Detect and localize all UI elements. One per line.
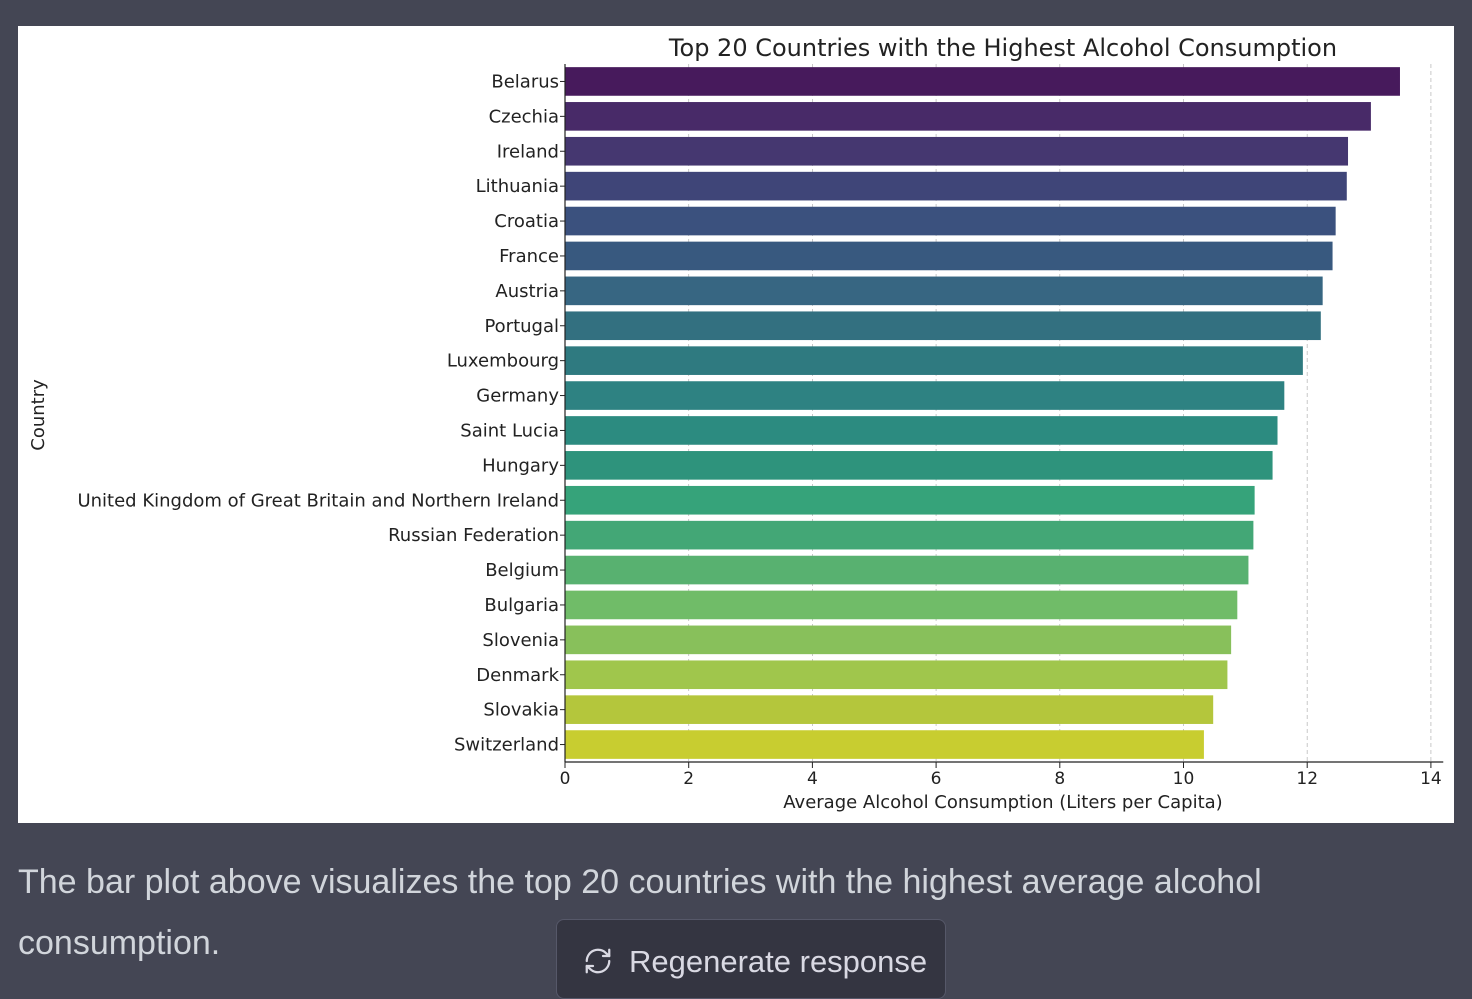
bar-luxembourg (565, 346, 1303, 375)
bar-chart: Top 20 Countries with the Highest Alcoho… (28, 34, 1444, 813)
bar-france (565, 241, 1333, 271)
y-tick-label: Denmark (476, 665, 559, 686)
bar-slovakia (565, 695, 1214, 724)
bar-belgium (565, 555, 1249, 585)
y-tick-label: Hungary (482, 455, 559, 476)
y-tick-label: Slovakia (483, 700, 559, 721)
x-tick-label: 10 (1173, 769, 1195, 789)
x-tick-label: 8 (1054, 769, 1065, 789)
bar-russian-federation (565, 520, 1254, 550)
y-tick-label: Belgium (485, 560, 559, 581)
y-tick-label: Austria (495, 281, 559, 302)
bar-austria (565, 276, 1323, 306)
x-tick-label: 4 (807, 769, 818, 789)
bar-belarus (565, 67, 1400, 96)
y-tick-labels: Belarus Czechia Ireland Lithuania Croatia Fra… (77, 71, 559, 755)
chart-card: Top 20 Countries with the Highest Alcoho… (18, 26, 1454, 823)
bar-ireland (565, 136, 1349, 166)
bar-switzerland (565, 730, 1204, 759)
y-tick-label: Germany (476, 386, 559, 407)
chart-title: Top 20 Countries with the Highest Alcoho… (668, 34, 1337, 62)
bars (565, 67, 1400, 759)
x-tick-label: 6 (931, 769, 942, 789)
bar-united-kingdom-of-great-britain-and-northern-ireland (565, 485, 1255, 515)
y-tick-label: Russian Federation (388, 525, 559, 546)
y-tick-label: Croatia (494, 211, 559, 232)
y-tick-label: Portugal (484, 316, 559, 337)
regenerate-response-label: Regenerate response (629, 944, 928, 979)
bar-portugal (565, 311, 1321, 341)
bar-saint-lucia (565, 416, 1278, 445)
y-tick-label: Saint Lucia (460, 420, 559, 441)
x-tick-label: 12 (1296, 769, 1318, 789)
y-tick-label: Ireland (497, 141, 559, 162)
bar-hungary (565, 451, 1273, 480)
y-tick-label: Czechia (489, 106, 559, 127)
bar-czechia (565, 102, 1371, 131)
y-tick-label: Lithuania (476, 176, 559, 197)
bar-croatia (565, 206, 1336, 236)
y-tick-label: Belarus (491, 71, 559, 92)
y-tick-label: France (499, 246, 559, 267)
assistant-message-text: The bar plot above visualizes the top 20… (18, 863, 1262, 962)
bar-bulgaria (565, 590, 1238, 620)
regenerate-response-button[interactable]: Regenerate response (556, 919, 946, 999)
bar-germany (565, 381, 1285, 410)
y-tick-label: Bulgaria (484, 595, 559, 616)
grid-lines (688, 64, 1432, 762)
y-tick-label: Luxembourg (447, 351, 559, 372)
axes (560, 64, 1444, 768)
y-tick-label: Switzerland (454, 735, 559, 756)
x-axis-label: Average Alcohol Consumption (Liters per … (783, 792, 1222, 813)
x-tick-labels: 0 2 4 6 8 10 12 14 (560, 769, 1442, 789)
x-tick-label: 2 (683, 769, 694, 789)
bar-lithuania (565, 171, 1347, 201)
y-axis-label: Country (28, 379, 49, 451)
refresh-icon (585, 948, 611, 974)
y-tick-label: Slovenia (482, 630, 559, 651)
bar-slovenia (565, 625, 1232, 655)
x-tick-label: 14 (1420, 769, 1442, 789)
x-tick-label: 0 (560, 769, 571, 789)
bar-denmark (565, 660, 1228, 690)
y-tick-label: United Kingdom of Great Britain and Nort… (77, 490, 559, 511)
